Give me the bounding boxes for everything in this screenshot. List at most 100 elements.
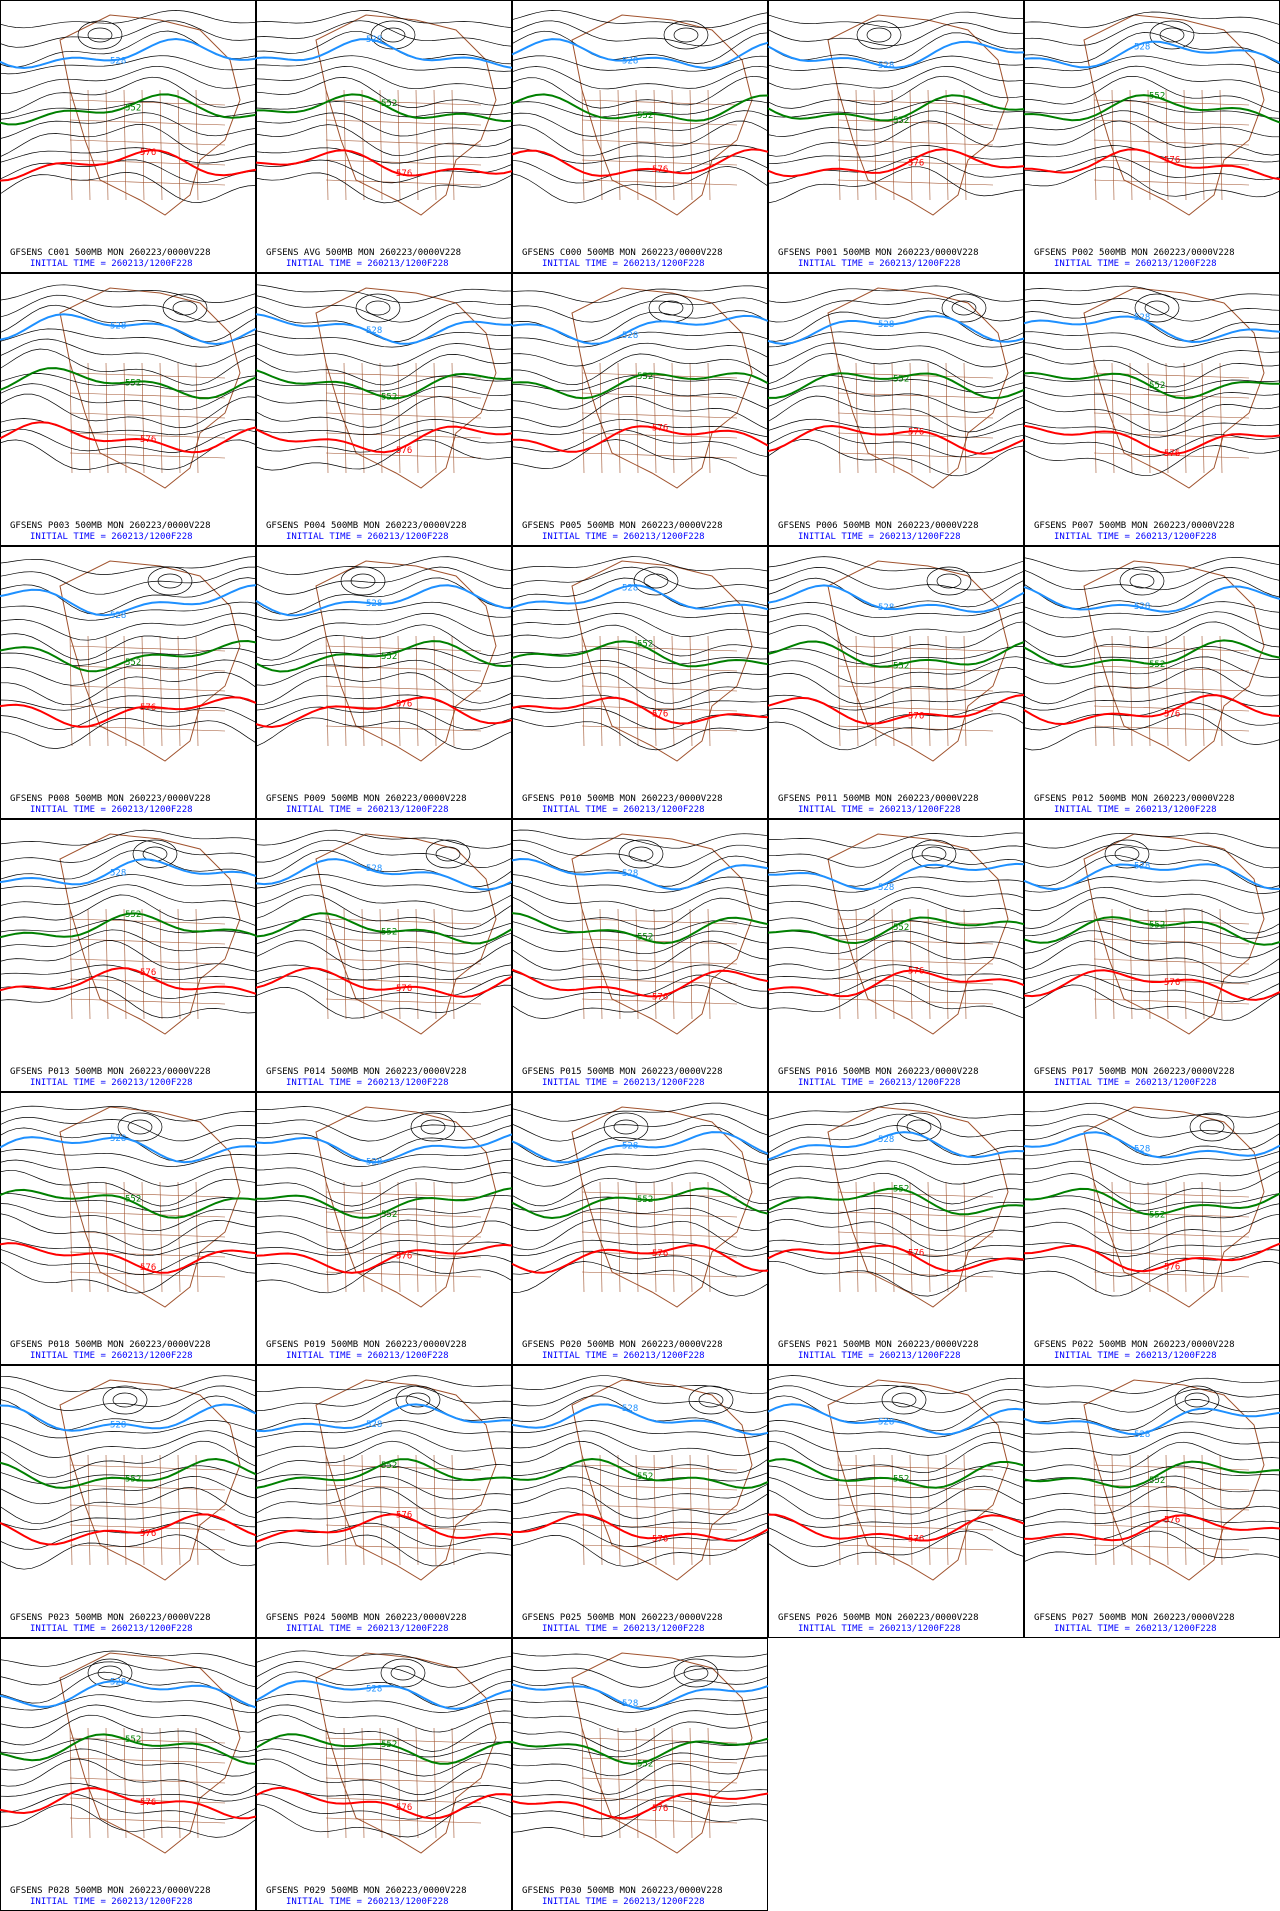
labelled-contour [255,584,513,617]
contour-line [0,1213,257,1251]
contour-line [511,930,769,955]
border-line [69,1454,73,1566]
contour-line [1023,646,1280,665]
border-line [1093,1251,1250,1258]
border-line [141,908,145,1020]
contour-label: 576 [908,967,924,977]
contour-line [511,418,769,438]
border-line [87,908,91,1020]
border-line [1129,89,1133,201]
border-line [361,1727,365,1839]
low-center [628,846,654,862]
labelled-contour [1023,1514,1280,1542]
contour-line [767,1218,1025,1251]
map-panel: 528 552 576 GFSENS P012 500MB MON 260223/00… [1023,546,1280,819]
contour-line [511,566,769,590]
caption-bg [1025,785,1279,817]
low-center [1189,1112,1235,1142]
labelled-contour [511,1683,769,1710]
contour-line [0,284,257,303]
contour-line [511,1148,769,1167]
contour-line [1023,964,1280,984]
contour-line [0,159,257,184]
contour-line [767,940,1025,971]
low-center [112,1392,138,1408]
border-line [945,89,949,201]
panel-frame [0,1365,256,1638]
border-line [581,1464,738,1471]
contour-line [0,566,256,595]
caption-bg [513,1331,767,1363]
labelled-contour [255,1513,513,1543]
contour-label: 552 [381,1461,397,1471]
caption-bg [513,512,767,544]
border-line [195,908,199,1020]
labelled-contour [255,1403,513,1433]
border-line [433,635,437,747]
border-line [909,89,913,201]
contour-line [511,1102,769,1122]
contour-line [0,1694,257,1713]
map-panel: 528 552 576 GFSENS P027 500MB MON 260223/00… [1023,1365,1280,1638]
border-line [105,362,109,474]
contour-line [767,22,1025,46]
border-line [325,392,482,399]
contour-line [511,1665,769,1688]
contour-line [0,1783,257,1802]
low-center [97,1665,123,1681]
border-line [159,908,163,1020]
caption-bg [257,785,511,817]
low-center [951,300,977,316]
contour-line [511,331,769,348]
contour-line [0,76,257,115]
contour-label: 528 [110,611,126,621]
border-line [1129,1181,1133,1293]
contour-line [1023,1399,1280,1431]
panel-title: GFSENS P012 500MB MON 260223/0000V228 [1034,794,1234,804]
contour-line [511,1261,769,1297]
contour-line [1023,666,1280,705]
contour-line [255,1104,513,1122]
contour-line [255,894,513,930]
contour-label: 528 [366,599,382,609]
border-line [87,89,91,201]
contour-label: 528 [878,883,894,893]
contour-line [0,393,257,428]
contour-line [511,1420,769,1438]
caption-bg [769,512,1023,544]
border-line [1165,1181,1169,1293]
contour-line [511,1239,769,1257]
contour-line [255,964,513,981]
border-line [653,1727,657,1839]
border-line [69,938,226,945]
border-line [581,1524,738,1531]
contour-label: 552 [637,639,653,649]
contour-line [0,556,257,575]
border-line [653,89,657,201]
border-line [707,635,711,747]
panel-init-time: INITIAL TIME = 260213/1200F228 [286,259,449,269]
border-line [837,1271,994,1278]
border-line [873,908,877,1020]
caption-bg [513,785,767,817]
map-panel: 528 552 576 GFSENS P016 500MB MON 260223/00… [767,819,1025,1092]
panel-init-time: INITIAL TIME = 260213/1200F228 [30,532,193,542]
low-center [132,839,178,869]
coastline [315,287,497,489]
border-line [415,908,419,1020]
border-line [325,1231,482,1238]
contour-line [767,285,1025,303]
labelled-contour [0,639,257,673]
contour-line [0,172,257,203]
contour-line [0,671,257,706]
low-center [380,27,406,43]
contour-label: 552 [1149,1476,1165,1486]
border-line [837,1524,994,1531]
contour-line [511,30,769,64]
low-center [896,1112,942,1142]
map-panel: 528 552 576 GFSENS P005 500MB MON 260223/00… [511,273,769,546]
contour-line [255,1758,513,1795]
low-center [673,1658,719,1688]
low-center [613,1119,639,1135]
border-line [1111,635,1115,747]
